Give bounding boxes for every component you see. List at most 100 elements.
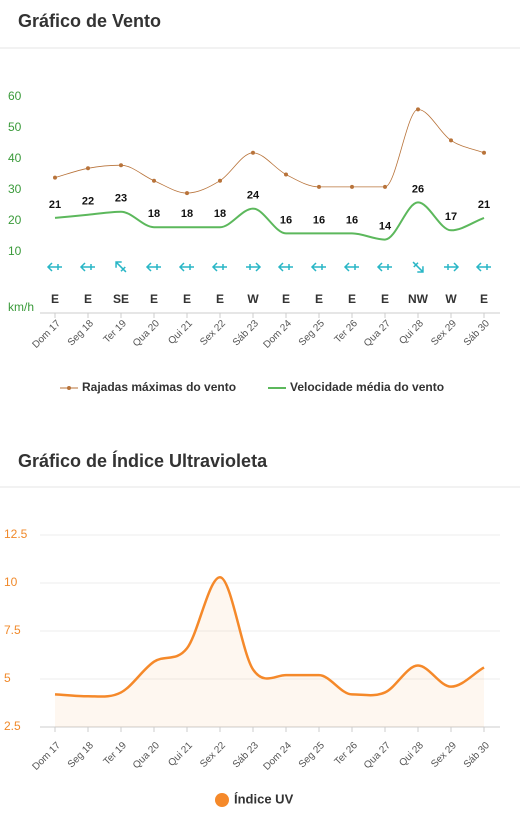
- x-tick-label: Seg 18: [66, 740, 96, 770]
- x-tick-label: Dom 17: [30, 740, 63, 773]
- line: [54, 575, 485, 698]
- x-tick-label: Qui 21: [166, 740, 195, 769]
- x-tick-label: Sáb 23: [231, 740, 261, 770]
- wind-arrow: [246, 262, 262, 272]
- x-tick-label: Ter 19: [102, 740, 130, 768]
- x-tick-label: Qua 27: [362, 318, 393, 349]
- wind-arrow: [310, 262, 326, 272]
- legend-label: Índice UV: [234, 791, 294, 806]
- x-tick-label: Qua 20: [131, 318, 162, 349]
- x-tick-label: Seg 25: [297, 318, 327, 348]
- wind-arrow: [115, 261, 127, 273]
- arrow-shape: [475, 262, 491, 272]
- x-tick-label: Seg 25: [297, 740, 327, 770]
- chart-title: Gráfico de Índice Ultravioleta: [18, 450, 268, 471]
- wind-arrow: [211, 262, 227, 272]
- wind-arrow: [46, 262, 62, 272]
- data-label: 21: [478, 199, 490, 211]
- data-label: 14: [379, 221, 392, 233]
- direction-label: W: [445, 292, 457, 306]
- marker: [383, 184, 387, 189]
- line: [54, 201, 485, 241]
- y-tick-label: 10: [4, 575, 18, 589]
- data-label: 18: [181, 208, 193, 220]
- x-tick-label: Qua 27: [362, 740, 393, 771]
- direction-label: W: [247, 292, 259, 306]
- wind-arrow: [412, 261, 424, 273]
- arrow-shape: [412, 261, 424, 273]
- x-tick-label: Qui 28: [397, 740, 426, 769]
- data-label: 18: [148, 208, 160, 220]
- direction-label: E: [216, 292, 224, 306]
- x-tick-label: Seg 18: [66, 318, 96, 348]
- arrow-shape: [277, 262, 293, 272]
- data-label: 26: [412, 183, 424, 195]
- data-label: 16: [313, 214, 325, 226]
- wind-arrow: [145, 262, 161, 272]
- marker: [218, 178, 222, 183]
- wind-arrow: [178, 262, 194, 272]
- direction-label: SE: [113, 292, 129, 306]
- wind-arrow: [376, 262, 392, 272]
- marker: [449, 138, 453, 143]
- marker: [86, 166, 90, 171]
- data-label: 23: [115, 193, 127, 205]
- wind-arrow: [444, 262, 460, 272]
- direction-label: E: [315, 292, 323, 306]
- marker: [251, 150, 255, 155]
- x-tick-label: Sáb 30: [462, 740, 492, 770]
- y-tick-label: 10: [8, 244, 22, 258]
- data-label: 22: [82, 196, 94, 208]
- marker: [119, 163, 123, 168]
- direction-label: E: [480, 292, 488, 306]
- legend-label: Velocidade média do vento: [290, 380, 444, 394]
- x-tick-label: Dom 17: [30, 318, 63, 351]
- chart-title: Gráfico de Vento: [18, 11, 161, 31]
- direction-label: E: [348, 292, 356, 306]
- y-tick-label: 20: [8, 213, 22, 227]
- data-label: 18: [214, 208, 226, 220]
- wind-arrow: [79, 262, 95, 272]
- x-tick-label: Sáb 23: [231, 318, 261, 348]
- wind-arrow: [475, 262, 491, 272]
- x-tick-label: Ter 26: [333, 318, 361, 346]
- arrow-shape: [376, 262, 392, 272]
- x-tick-label: Dom 24: [261, 740, 294, 773]
- arrow-shape: [115, 261, 127, 273]
- x-tick-label: Sex 22: [198, 318, 228, 348]
- area: [55, 577, 484, 727]
- legend-marker: [67, 386, 71, 390]
- direction-label: E: [51, 292, 59, 306]
- y-tick-label: 12.5: [4, 527, 28, 541]
- direction-label: NW: [408, 292, 429, 306]
- line: [54, 108, 485, 194]
- x-tick-label: Sáb 30: [462, 318, 492, 348]
- direction-label: E: [381, 292, 389, 306]
- arrow-shape: [46, 262, 62, 272]
- arrow-shape: [246, 262, 262, 272]
- y-tick-label: 60: [8, 89, 22, 103]
- x-tick-label: Dom 24: [261, 318, 294, 351]
- legend-label: Rajadas máximas do vento: [82, 380, 236, 394]
- marker: [317, 184, 321, 189]
- marker: [416, 107, 420, 112]
- data-label: 16: [280, 214, 292, 226]
- arrow-shape: [211, 262, 227, 272]
- y-tick-label: 2.5: [4, 719, 21, 733]
- x-tick-label: Qua 20: [131, 740, 162, 771]
- x-tick-label: Sex 29: [429, 318, 459, 348]
- marker: [350, 184, 354, 189]
- arrow-shape: [444, 262, 460, 272]
- data-label: 21: [49, 199, 61, 211]
- direction-label: E: [282, 292, 290, 306]
- x-tick-label: Ter 26: [333, 740, 361, 768]
- direction-label: E: [84, 292, 92, 306]
- arrow-shape: [310, 262, 326, 272]
- x-tick-label: Sex 29: [429, 740, 459, 770]
- marker: [185, 191, 189, 196]
- marker: [53, 175, 57, 180]
- x-tick-label: Qui 21: [166, 318, 195, 347]
- arrow-shape: [343, 262, 359, 272]
- y-tick-label: 5: [4, 671, 11, 685]
- legend-swatch: [215, 793, 229, 807]
